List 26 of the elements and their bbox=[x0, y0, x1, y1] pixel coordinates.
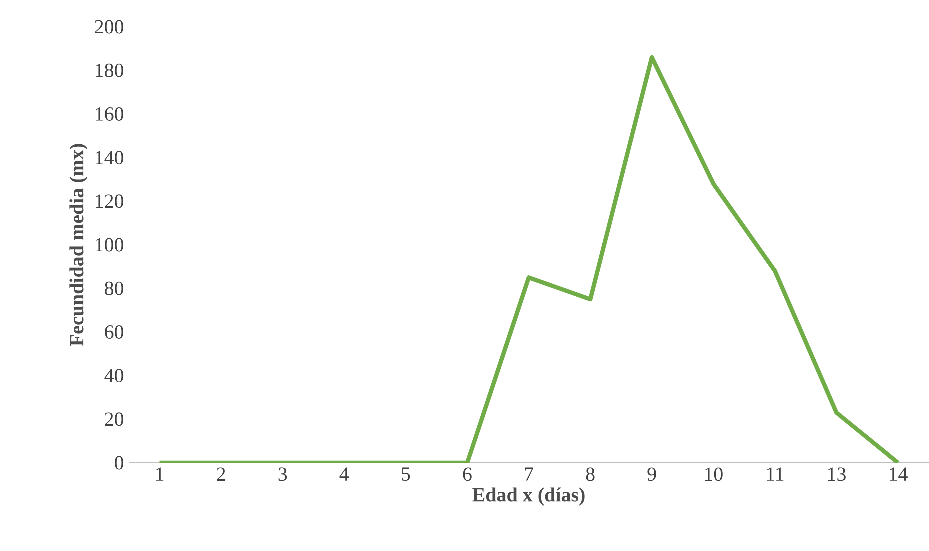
x-tick-label: 10 bbox=[705, 468, 723, 482]
x-tick-label: 9 bbox=[648, 468, 656, 482]
y-axis-title: Fecundidad media (mx) bbox=[70, 144, 88, 346]
x-tick-label: 1 bbox=[156, 468, 164, 481]
y-tick-label: 80 bbox=[105, 282, 124, 296]
x-tick-label: 14 bbox=[890, 468, 908, 481]
y-tick-label: 100 bbox=[96, 238, 124, 252]
x-tick-label: 8 bbox=[586, 468, 595, 482]
y-tick-label: 40 bbox=[104, 369, 124, 383]
y-tick-label: 60 bbox=[105, 325, 124, 339]
y-tick-label: 0 bbox=[115, 456, 124, 470]
y-tick-label: 180 bbox=[96, 64, 124, 78]
x-tick-label: 7 bbox=[525, 468, 534, 481]
y-tick-label: 200 bbox=[95, 20, 124, 34]
x-axis-title: Edad x (días) bbox=[472, 488, 585, 506]
y-tick-label: 140 bbox=[96, 151, 124, 165]
x-tick-label: 2 bbox=[217, 468, 226, 481]
x-tick-label: 13 bbox=[828, 468, 846, 482]
x-tick-label: 5 bbox=[402, 468, 410, 481]
y-tick-label: 20 bbox=[105, 412, 124, 426]
x-tick-label: 11 bbox=[767, 468, 784, 481]
x-tick-label: 6 bbox=[463, 468, 472, 482]
y-tick-label: 120 bbox=[96, 194, 124, 208]
x-tick-label: 3 bbox=[278, 468, 288, 482]
y-tick-label: 160 bbox=[96, 107, 124, 121]
x-tick-label: 4 bbox=[340, 468, 350, 481]
